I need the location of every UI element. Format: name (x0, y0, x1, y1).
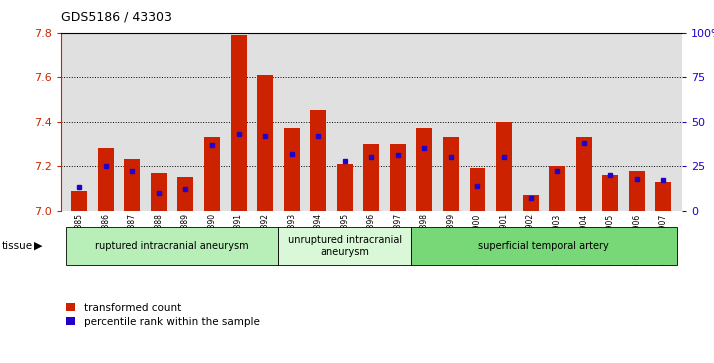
Text: unruptured intracranial
aneurysm: unruptured intracranial aneurysm (288, 235, 402, 257)
Bar (390, 144, 406, 211)
FancyBboxPatch shape (278, 227, 411, 265)
Text: superficial temporal artery: superficial temporal artery (478, 241, 609, 251)
Text: ▶: ▶ (34, 241, 43, 251)
Bar (655, 182, 671, 211)
Bar (283, 128, 300, 211)
Bar (98, 148, 114, 211)
Bar (575, 137, 592, 211)
Bar (496, 122, 512, 211)
Bar (363, 144, 379, 211)
Bar (443, 137, 459, 211)
Bar (124, 159, 141, 211)
FancyBboxPatch shape (411, 227, 677, 265)
Bar (151, 173, 167, 211)
Bar (416, 128, 433, 211)
Bar (310, 110, 326, 211)
Legend: transformed count, percentile rank within the sample: transformed count, percentile rank withi… (66, 303, 259, 327)
Bar (231, 35, 246, 211)
Text: GDS5186 / 43303: GDS5186 / 43303 (61, 11, 171, 24)
Bar (257, 75, 273, 211)
Bar (523, 195, 538, 211)
Bar (178, 177, 193, 211)
FancyBboxPatch shape (66, 227, 278, 265)
Bar (71, 191, 87, 211)
Bar (470, 168, 486, 211)
Bar (337, 164, 353, 211)
Bar (602, 175, 618, 211)
Bar (629, 171, 645, 211)
Bar (204, 137, 220, 211)
Text: tissue: tissue (1, 241, 33, 251)
Text: ruptured intracranial aneurysm: ruptured intracranial aneurysm (96, 241, 249, 251)
Bar (549, 166, 565, 211)
